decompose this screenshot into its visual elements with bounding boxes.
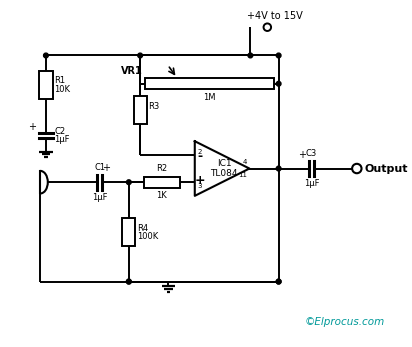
Text: +: +	[298, 150, 306, 160]
Circle shape	[276, 279, 281, 284]
Text: -: -	[198, 150, 203, 163]
Text: 100K: 100K	[137, 232, 159, 241]
Text: 1μF: 1μF	[304, 179, 319, 188]
Bar	[39, 70, 52, 99]
Text: 1μF: 1μF	[92, 193, 108, 202]
Text: R1: R1	[54, 76, 66, 85]
Circle shape	[44, 53, 48, 58]
Text: 3: 3	[198, 183, 202, 189]
Circle shape	[138, 53, 143, 58]
Text: 1M: 1M	[203, 93, 215, 102]
Text: C1: C1	[94, 163, 105, 172]
Text: +4V to 15V: +4V to 15V	[247, 11, 302, 20]
Bar	[122, 218, 136, 246]
Circle shape	[352, 164, 362, 173]
Text: 2: 2	[198, 149, 202, 155]
Circle shape	[276, 166, 281, 171]
Text: 4: 4	[243, 159, 248, 165]
Text: R2: R2	[156, 164, 167, 173]
Circle shape	[126, 279, 131, 284]
Circle shape	[276, 82, 281, 86]
Bar	[144, 177, 180, 188]
Circle shape	[276, 53, 281, 58]
Circle shape	[126, 279, 131, 284]
Text: 10K: 10K	[54, 85, 70, 94]
Text: Output: Output	[364, 163, 408, 174]
Text: VR1: VR1	[121, 66, 143, 76]
Text: +: +	[102, 163, 110, 173]
Text: C3: C3	[306, 149, 317, 158]
Text: +: +	[28, 122, 37, 132]
Text: R3: R3	[149, 102, 160, 111]
Circle shape	[264, 24, 271, 31]
Text: 11: 11	[239, 172, 248, 178]
Circle shape	[276, 279, 281, 284]
Bar	[145, 78, 274, 90]
Circle shape	[248, 53, 253, 58]
Text: C2: C2	[54, 127, 66, 136]
Circle shape	[126, 180, 131, 185]
Text: 1K: 1K	[157, 191, 167, 200]
Text: R4: R4	[137, 223, 148, 232]
Text: +: +	[195, 174, 206, 187]
Bar	[133, 96, 147, 124]
Text: TL084: TL084	[210, 169, 238, 178]
Text: 1μF: 1μF	[54, 135, 70, 144]
Text: IC1: IC1	[217, 159, 231, 168]
Text: ©Elprocus.com: ©Elprocus.com	[305, 317, 385, 327]
